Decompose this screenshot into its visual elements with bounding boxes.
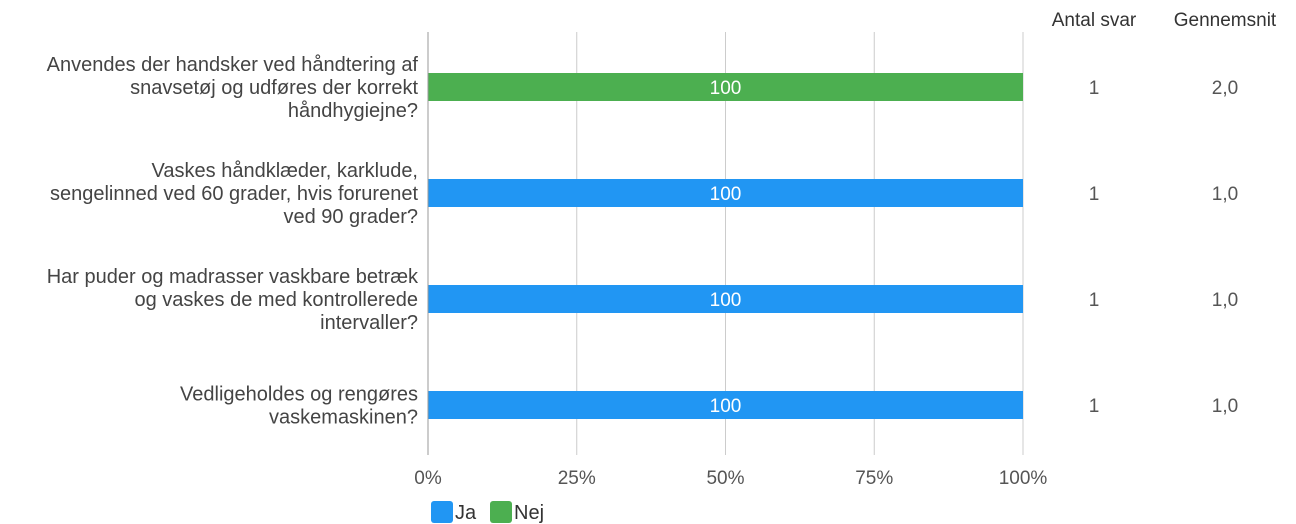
legend-label: Ja	[455, 502, 477, 524]
bar-ja	[428, 391, 1023, 419]
question-label-line: Vaskes håndklæder, karklude,	[152, 160, 418, 182]
question-label-line: sengelinned ved 60 grader, hvis forurene…	[50, 183, 418, 205]
table-cell: 1,0	[1212, 184, 1238, 205]
bar-data-label: 100	[710, 78, 742, 99]
question-label-line: intervaller?	[320, 312, 418, 334]
x-tick-label: 0%	[414, 468, 442, 489]
question-label-line: Vedligeholdes og rengøres	[180, 384, 418, 406]
legend: Ja Nej	[431, 501, 544, 524]
grid-lines	[576, 32, 1024, 455]
bar-data-label: 100	[710, 290, 742, 311]
bar-data-label: 100	[710, 184, 742, 205]
summary-table: Antal svar 1 1 1 1 Gennemsnit 2,0 1,0 1,0 1,0	[1052, 10, 1277, 417]
table-cell: 1,0	[1212, 396, 1238, 417]
x-tick-label: 100%	[999, 468, 1048, 489]
x-tick-label: 75%	[855, 468, 893, 489]
question-label-line: håndhygiejne?	[288, 100, 418, 122]
table-column-header: Antal svar	[1052, 10, 1137, 31]
table-cell: 1	[1089, 184, 1100, 205]
bar-data-label: 100	[710, 396, 742, 417]
x-tick-labels: 0% 25% 50% 75% 100%	[414, 468, 1047, 489]
table-cell: 1	[1089, 78, 1100, 99]
table-column-header: Gennemsnit	[1174, 10, 1277, 31]
bar-ja	[428, 285, 1023, 313]
question-label-line: snavsetøj og udføres der korrekt	[130, 77, 418, 99]
bars	[428, 73, 1023, 419]
bar-labels: 100 100 100 100	[710, 78, 742, 417]
table-cell: 1	[1089, 290, 1100, 311]
question-label-line: ved 90 grader?	[283, 206, 418, 228]
x-tick-label: 50%	[706, 468, 744, 489]
bar-ja	[428, 179, 1023, 207]
question-label-line: og vaskes de med kontrollerede	[135, 289, 419, 311]
question-label-line: Har puder og madrasser vaskbare betræk	[47, 266, 419, 288]
legend-label: Nej	[514, 502, 544, 524]
table-cell: 1	[1089, 396, 1100, 417]
question-label-line: Anvendes der handsker ved håndtering af	[47, 54, 419, 76]
legend-swatch-nej	[490, 501, 512, 523]
question-label-line: vaskemaskinen?	[269, 407, 418, 429]
x-tick-label: 25%	[558, 468, 596, 489]
question-labels: Anvendes der handsker ved håndtering afs…	[47, 54, 419, 429]
table-cell: 2,0	[1212, 78, 1238, 99]
table-cell: 1,0	[1212, 290, 1238, 311]
legend-swatch-ja	[431, 501, 453, 523]
bar-nej	[428, 73, 1023, 101]
